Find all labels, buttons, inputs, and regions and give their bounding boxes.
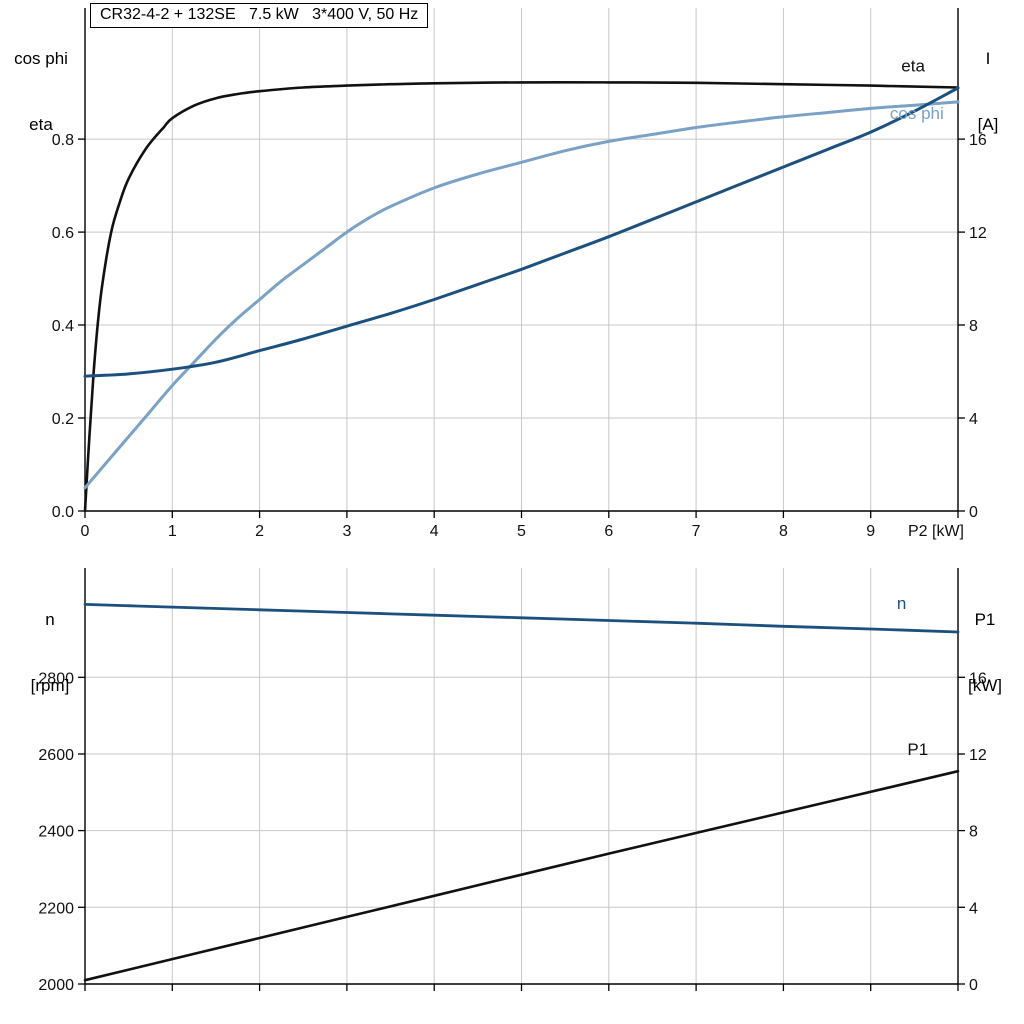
bottom-right-axis-label: P1 [kW] [952, 565, 1018, 741]
x-tick-label: 2 [255, 523, 264, 540]
left-tick-label: 2200 [38, 900, 74, 917]
series-curve-eta [83, 80, 960, 513]
curve-label-eta: eta [901, 57, 925, 76]
x-tick-label: 6 [604, 523, 613, 540]
right-axis-label-line2: [A] [977, 115, 999, 134]
left-tick-label: 0.8 [52, 132, 74, 149]
left-tick-label: 2400 [38, 824, 74, 841]
right-tick-label: 16 [969, 670, 987, 687]
left-tick-label: 0.4 [52, 318, 74, 335]
x-tick-label: 9 [866, 523, 875, 540]
x-tick-label: 4 [430, 523, 439, 540]
curve-label-n: n [897, 594, 906, 613]
x-tick-label: 8 [779, 523, 788, 540]
right-tick-label: 8 [969, 318, 978, 335]
left-tick-label: 0.0 [52, 504, 74, 521]
left-axis-label-line2: eta [29, 115, 53, 134]
top-right-axis-label: I [A] [955, 4, 1021, 180]
left-tick-label: 2600 [38, 747, 74, 764]
series-curve-I [83, 86, 960, 378]
right-tick-label: 4 [969, 900, 978, 917]
curve-label-P1: P1 [907, 740, 928, 759]
left-tick-label: 0.2 [52, 411, 74, 428]
series-curve-n [83, 603, 960, 634]
curve-label-cos-phi: cos phi [890, 104, 944, 123]
x-tick-label: 3 [342, 523, 351, 540]
x-tick-label: 5 [517, 523, 526, 540]
top-left-axis-label: cos phi eta [2, 4, 80, 180]
speed-axis-label-line2: [rpm] [30, 676, 70, 695]
left-tick-label: 2800 [38, 670, 74, 687]
right-tick-label: 4 [969, 411, 978, 428]
chart-group: 0 1 2 3 4 5 6 7 8 9 P2 [kW]0.00.20.40.60.80481216e… [52, 8, 987, 540]
left-axis-label-line1: cos phi [14, 49, 68, 68]
right-tick-label: 8 [969, 824, 978, 841]
right-axis-label-line1: I [985, 49, 991, 68]
right-tick-label: 0 [969, 977, 978, 994]
power-axis-label-line2: [kW] [968, 676, 1002, 695]
power-axis-label-line1: P1 [974, 610, 996, 629]
right-tick-label: 16 [969, 132, 987, 149]
right-tick-label: 0 [969, 504, 978, 521]
series-curve-P1 [83, 769, 960, 982]
speed-axis-label-line1: n [45, 610, 55, 629]
bottom-left-axis-label: n [rpm] [10, 565, 90, 741]
x-axis-unit-label: P2 [kW] [908, 523, 964, 540]
right-tick-label: 12 [969, 225, 987, 242]
x-tick-label: 0 [81, 523, 90, 540]
chart-group: 2000 2200 2400 2600 2800 0 4 8 12 16 n P1 [38, 568, 987, 994]
x-tick-label: 7 [692, 523, 701, 540]
right-tick-label: 12 [969, 747, 987, 764]
left-tick-label: 0.6 [52, 225, 74, 242]
left-tick-label: 2000 [38, 977, 74, 994]
chart-title: CR32-4-2 + 132SE 7.5 kW 3*400 V, 50 Hz [90, 3, 429, 28]
x-tick-label: 1 [168, 523, 177, 540]
series-curve-cos-phi [83, 100, 960, 490]
